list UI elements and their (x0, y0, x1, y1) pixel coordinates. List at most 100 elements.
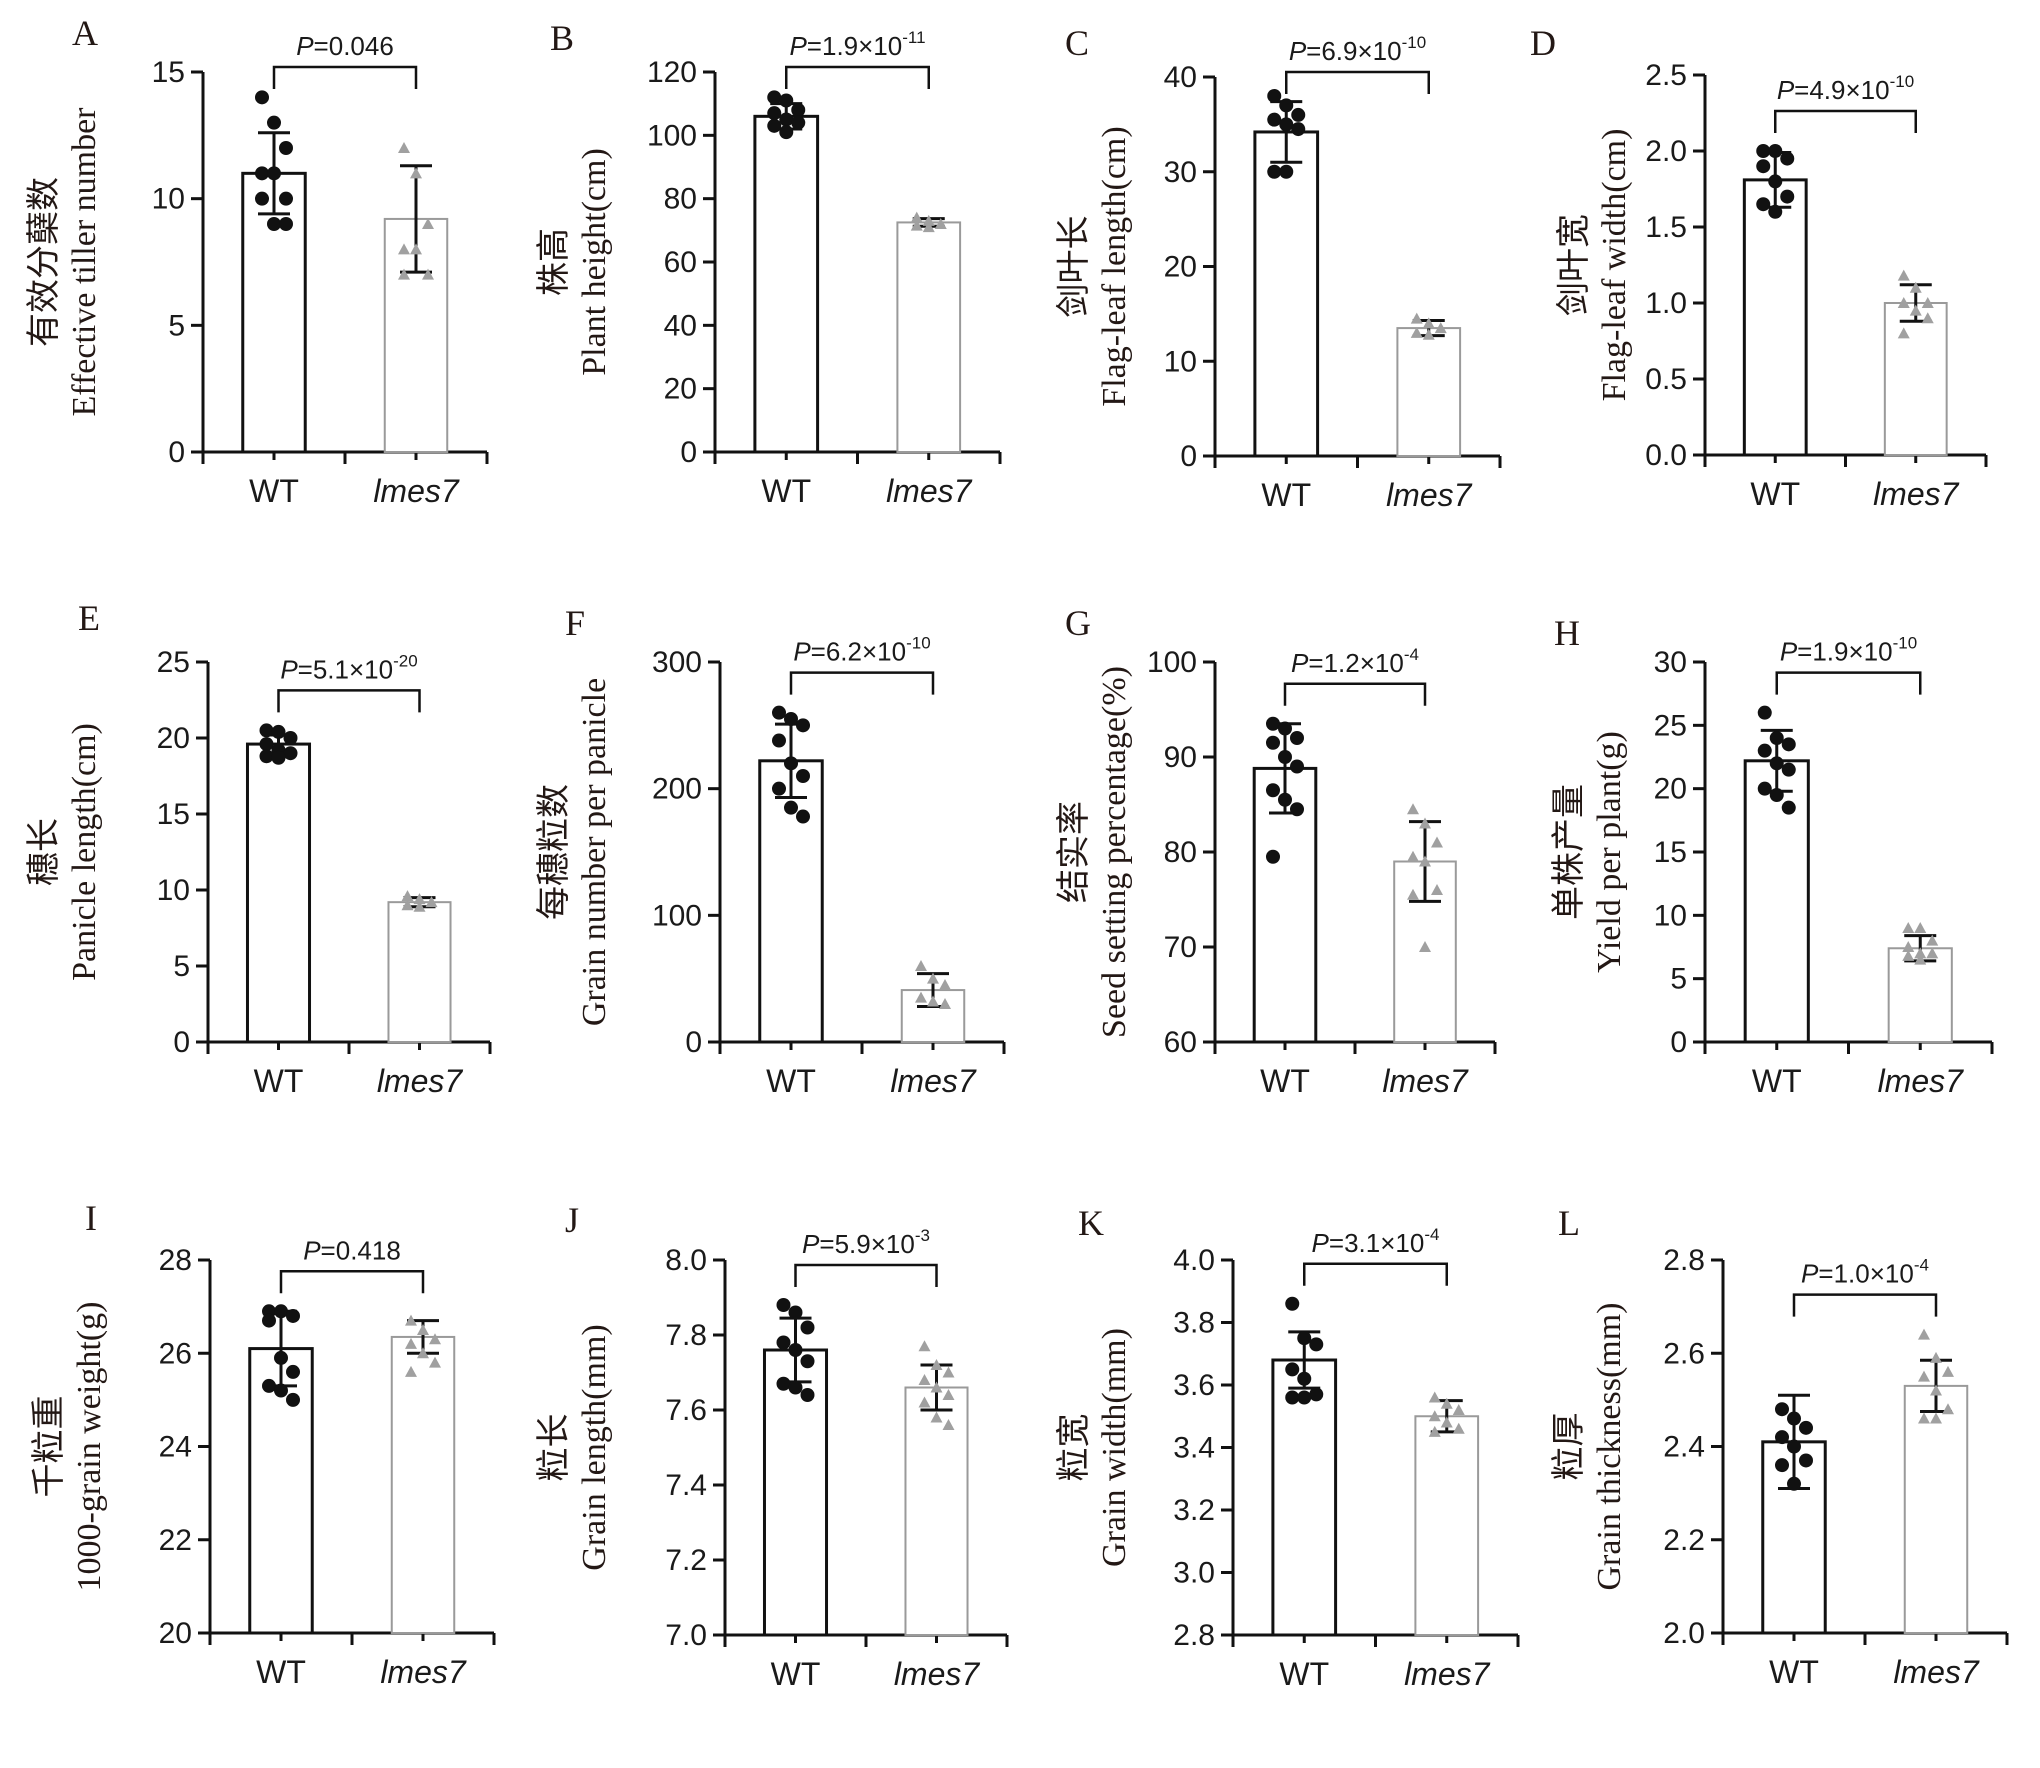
data-point-wt (1278, 792, 1292, 807)
data-point-lmes7 (910, 211, 923, 223)
data-point-lmes7 (1410, 326, 1423, 338)
data-point-lmes7 (405, 1314, 417, 1326)
x-category-label: WT (1769, 1654, 1819, 1690)
y-axis-label-cn: 株高 (535, 228, 573, 296)
data-point-lmes7 (1926, 934, 1939, 946)
data-point-lmes7 (942, 1389, 955, 1400)
y-tick-label: 2.4 (1663, 1431, 1705, 1464)
y-axis-label-en: Grain length(mm) (576, 1324, 613, 1570)
data-point-wt (274, 1350, 288, 1365)
y-axis-label: 结实率Seed setting percentage(%) (1055, 666, 1133, 1038)
data-point-wt (788, 1380, 803, 1395)
y-tick-label: 0.0 (1645, 439, 1687, 472)
p-value-symbol: P (1777, 75, 1795, 105)
data-point-wt (1756, 144, 1771, 158)
p-value-base: =6.9×10 (1306, 36, 1401, 66)
data-point-lmes7 (1942, 1403, 1954, 1415)
data-point-lmes7 (1918, 1412, 1930, 1424)
data-point-wt (796, 718, 810, 733)
y-tick-label: 20 (1654, 773, 1687, 806)
panel-letter: H (1554, 613, 1580, 653)
y-tick-label: 1.5 (1645, 211, 1687, 244)
data-point-wt (1267, 112, 1282, 127)
data-point-lmes7 (398, 142, 410, 153)
panel-letter: J (565, 1200, 579, 1240)
data-point-wt (267, 115, 281, 130)
panel-B: B 株高Plant height(cm) 0 20 40 60 80 100 120 WT lmes… (535, 18, 1002, 509)
data-point-wt (784, 756, 798, 771)
data-point-lmes7 (930, 1411, 943, 1423)
data-point-lmes7 (1428, 1410, 1441, 1422)
data-point-wt (1775, 1458, 1789, 1473)
p-value-label: P=1.2×10-4 (1291, 645, 1419, 678)
p-value-label: P=6.2×10-10 (793, 634, 930, 667)
panel-A: A 有效分蘖数Effective tiller number 0 5 10 15 WT lme… (25, 13, 489, 509)
panel-letter: G (1065, 603, 1091, 643)
p-value-label: P=1.9×10-10 (1780, 634, 1917, 667)
p-value-base: =0.046 (314, 31, 394, 61)
p-value-base: =1.9×10 (807, 31, 902, 61)
y-axis-label: 有效分蘖数Effective tiller number (25, 107, 103, 417)
x-category-label: lmes7 (1404, 1656, 1491, 1692)
y-tick-label: 4.0 (1173, 1244, 1215, 1277)
data-point-wt (791, 103, 806, 117)
y-tick-label: 70 (1164, 931, 1197, 964)
data-point-wt (1279, 117, 1294, 132)
data-point-lmes7 (1410, 312, 1423, 324)
x-category-label: lmes7 (373, 473, 460, 509)
data-point-wt (1291, 107, 1306, 122)
data-point-lmes7 (1440, 1416, 1453, 1428)
data-point-wt (1757, 705, 1772, 720)
significance-bracket (1792, 1293, 1938, 1317)
y-tick-label: 5 (168, 309, 185, 342)
y-tick-label: 25 (1654, 709, 1687, 742)
x-category-label: lmes7 (1893, 1654, 1980, 1690)
panel-letter: E (78, 598, 100, 638)
y-axis-label: 剑叶宽Flag-leaf width(cm) (1555, 129, 1633, 402)
data-point-lmes7 (942, 1366, 955, 1378)
p-value-symbol: P (789, 31, 807, 61)
y-tick-label: 10 (1164, 345, 1197, 378)
bar-lmes7 (383, 217, 449, 453)
data-point-wt (796, 769, 810, 783)
data-point-wt (267, 166, 281, 181)
panel-letter: F (565, 603, 585, 643)
data-point-wt (1756, 159, 1771, 174)
y-axis-label-en: Grain width(mm) (1096, 1328, 1133, 1567)
y-tick-label: 60 (1164, 1026, 1197, 1059)
y-axis-label-cn: 粒长 (535, 1414, 573, 1482)
data-point-wt (772, 705, 786, 720)
data-point-lmes7 (1407, 803, 1419, 815)
data-point-wt (259, 723, 274, 738)
data-point-wt (1309, 1337, 1324, 1352)
data-point-wt (271, 724, 286, 739)
data-point-wt (279, 217, 293, 231)
significance-bracket (794, 1263, 938, 1287)
y-axis-label-cn: 粒宽 (1055, 1414, 1093, 1482)
panel-G: G 结实率Seed setting percentage(%) 60 70 80 90 10… (1055, 603, 1497, 1099)
x-category-label: WT (1750, 476, 1800, 512)
p-value-label: P=0.046 (296, 31, 394, 61)
data-point-wt (1780, 151, 1795, 166)
data-point-wt (255, 191, 269, 206)
bar-lmes7 (1883, 302, 1948, 456)
x-category-label: lmes7 (886, 473, 973, 509)
data-point-wt (255, 166, 269, 181)
panel-letter: A (72, 13, 98, 53)
p-value-base: =0.418 (321, 1235, 401, 1265)
p-value-exponent: -20 (393, 651, 418, 670)
p-value-exponent: -4 (1424, 1225, 1439, 1244)
y-axis-label: 粒宽Grain width(mm) (1055, 1328, 1133, 1567)
data-point-wt (1775, 1402, 1789, 1417)
significance-bracket (1285, 70, 1430, 94)
data-point-wt (1291, 122, 1306, 137)
data-point-wt (259, 737, 274, 752)
data-point-lmes7 (1407, 888, 1419, 900)
x-category-label: lmes7 (380, 1654, 467, 1690)
data-point-lmes7 (1902, 922, 1915, 933)
p-value-label: P=4.9×10-10 (1777, 72, 1914, 105)
p-value-symbol: P (1312, 1228, 1330, 1258)
data-point-lmes7 (922, 214, 935, 226)
y-axis-label: 每穗粒数Grain number per panicle (535, 678, 613, 1026)
data-point-wt (784, 800, 798, 815)
